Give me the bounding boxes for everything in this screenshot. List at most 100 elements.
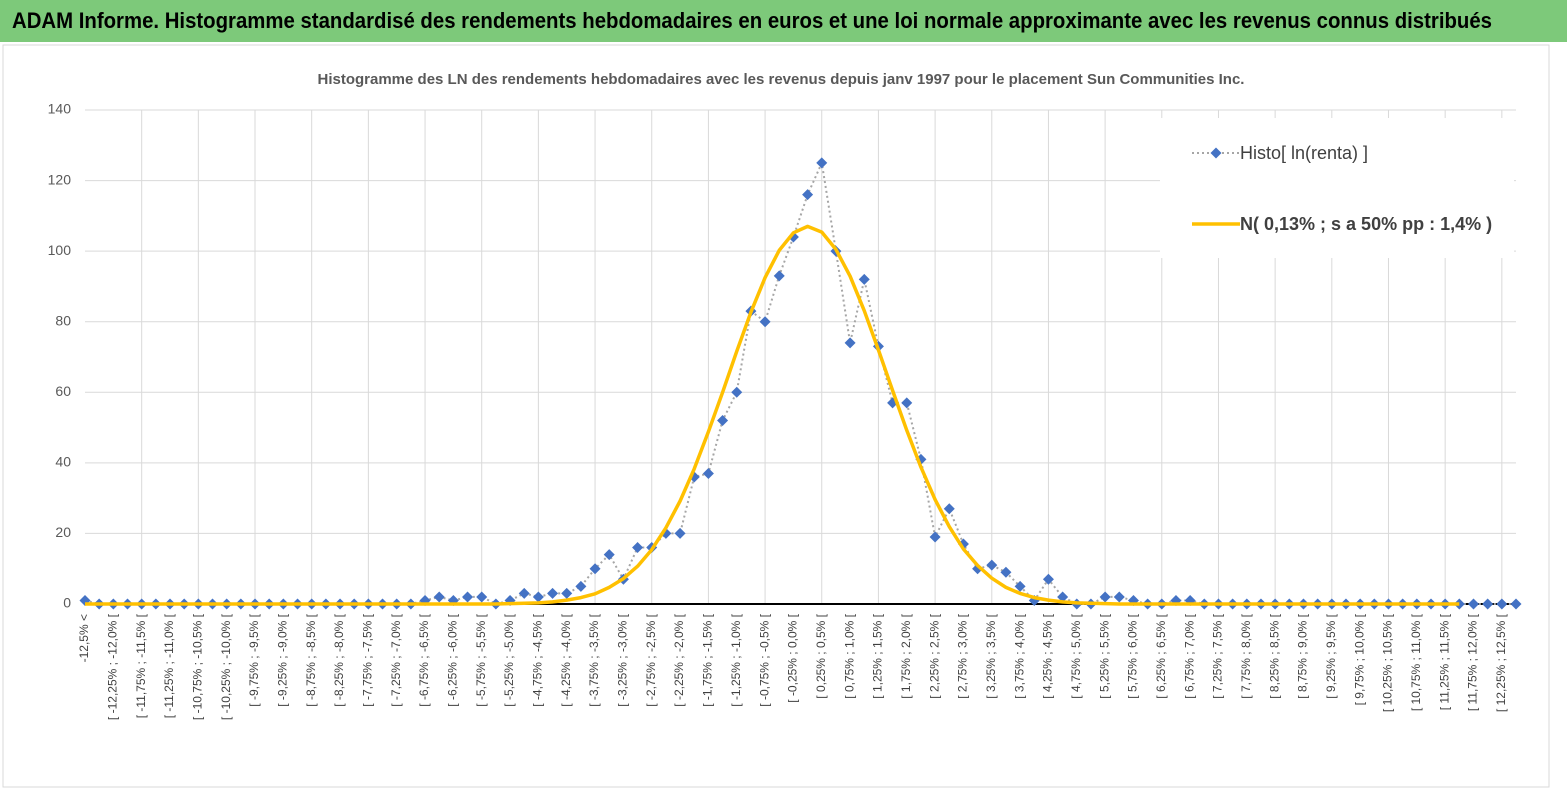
data-point bbox=[858, 273, 870, 285]
header-title: ADAM Informe. Histogramme standardisé de… bbox=[12, 8, 1492, 33]
data-point bbox=[901, 397, 913, 409]
x-tick-label: [ 11,75% ; 12,0% [ bbox=[1466, 613, 1480, 711]
x-tick-label: [ -7,25% ; -7,0% [ bbox=[389, 613, 403, 706]
x-tick-label: [ 7,25% ; 7,5% [ bbox=[1211, 613, 1225, 698]
data-point bbox=[575, 580, 587, 592]
legend-marker bbox=[1210, 147, 1222, 159]
data-point bbox=[1042, 573, 1054, 585]
x-tick-label: [ -1,75% ; -1,5% [ bbox=[701, 613, 715, 706]
data-point bbox=[759, 316, 771, 328]
x-tick-label: [ -9,75% ; -9,5% [ bbox=[247, 613, 261, 706]
x-tick-label: -12,5% < bbox=[77, 614, 91, 662]
legend-box bbox=[1160, 118, 1514, 258]
x-tick-label: [ 5,25% ; 5,5% [ bbox=[1097, 613, 1111, 698]
y-tick-label: 0 bbox=[63, 595, 71, 611]
data-point bbox=[1467, 598, 1479, 610]
data-point bbox=[518, 587, 530, 599]
x-tick-label: [ 5,75% ; 6,0% [ bbox=[1126, 613, 1140, 698]
data-point bbox=[547, 587, 559, 599]
data-point bbox=[943, 503, 955, 515]
data-point bbox=[1453, 598, 1465, 610]
data-point bbox=[674, 527, 686, 539]
x-tick-label: [ 8,25% ; 8,5% [ bbox=[1267, 613, 1281, 698]
x-tick-label: [ -7,75% ; -7,5% [ bbox=[361, 613, 375, 706]
data-point bbox=[1482, 598, 1494, 610]
data-point bbox=[1000, 566, 1012, 578]
x-tick-label: [ 0,25% ; 0,5% [ bbox=[814, 613, 828, 698]
x-tick-label: [ 8,75% ; 9,0% [ bbox=[1296, 613, 1310, 698]
x-tick-label: [ -8,75% ; -8,5% [ bbox=[304, 613, 318, 706]
x-tick-label: [ -6,25% ; -6,0% [ bbox=[446, 613, 460, 706]
x-tick-label: [ -0,25% ; 0,0% [ bbox=[786, 613, 800, 702]
x-tick-label: [ 10,75% ; 11,0% [ bbox=[1409, 613, 1423, 711]
x-tick-label: [ -9,25% ; -9,0% [ bbox=[276, 613, 290, 706]
data-point bbox=[731, 386, 743, 398]
data-point bbox=[603, 549, 615, 561]
x-tick-label: [ 6,75% ; 7,0% [ bbox=[1182, 613, 1196, 698]
x-tick-label: [ -4,25% ; -4,0% [ bbox=[559, 613, 573, 706]
y-tick-label: 120 bbox=[48, 171, 72, 187]
data-point bbox=[702, 467, 714, 479]
x-tick-label: [ 10,25% ; 10,5% [ bbox=[1381, 613, 1395, 712]
x-tick-label: [ 3,25% ; 3,5% [ bbox=[984, 613, 998, 698]
x-tick-label: [ -10,25% ; -10,0% [ bbox=[219, 613, 233, 720]
x-tick-label: [ -0,75% ; -0,5% [ bbox=[757, 613, 771, 706]
y-tick-label: 40 bbox=[55, 454, 71, 470]
y-tick-label: 60 bbox=[55, 383, 71, 399]
x-tick-label: [ -5,25% ; -5,0% [ bbox=[502, 613, 516, 706]
x-tick-label: [ 1,25% ; 1,5% [ bbox=[871, 613, 885, 698]
data-point bbox=[1014, 580, 1026, 592]
data-point bbox=[1496, 598, 1508, 610]
data-point bbox=[844, 337, 856, 349]
x-tick-label: [ -3,75% ; -3,5% [ bbox=[587, 613, 601, 706]
x-tick-label: [ 2,25% ; 2,5% [ bbox=[927, 613, 941, 698]
data-point bbox=[476, 591, 488, 603]
y-tick-label: 20 bbox=[55, 524, 71, 540]
x-tick-label: [ 11,25% ; 11,5% [ bbox=[1437, 613, 1451, 710]
x-tick-label: [ -11,75% ; -11,5% [ bbox=[134, 613, 148, 718]
series-line bbox=[85, 224, 1460, 606]
x-tick-label: [ -3,25% ; -3,0% [ bbox=[616, 613, 630, 706]
data-point bbox=[773, 270, 785, 282]
x-tick-label: [ -11,25% ; -11,0% [ bbox=[162, 613, 176, 718]
y-tick-label: 80 bbox=[55, 312, 71, 328]
data-point bbox=[433, 591, 445, 603]
header-bar bbox=[0, 0, 1567, 42]
x-tick-label: [ 0,75% ; 1,0% [ bbox=[842, 613, 856, 698]
legend-label: N( 0,13% ; s a 50% pp : 1,4% ) bbox=[1240, 214, 1492, 234]
data-point bbox=[802, 189, 814, 201]
x-tick-label: [ -10,75% ; -10,5% [ bbox=[191, 613, 205, 720]
x-tick-label: [ -12,25% ; -12,0% [ bbox=[106, 613, 120, 720]
x-tick-label: [ 12,25% ; 12,5% [ bbox=[1494, 613, 1508, 712]
data-point bbox=[561, 587, 573, 599]
data-point bbox=[816, 157, 828, 169]
x-tick-label: [ 4,25% ; 4,5% [ bbox=[1041, 613, 1055, 698]
data-point bbox=[532, 591, 544, 603]
data-point bbox=[1113, 591, 1125, 603]
y-tick-label: 140 bbox=[48, 101, 72, 117]
x-tick-label: [ -1,25% ; -1,0% [ bbox=[729, 613, 743, 706]
x-tick-label: [ -4,75% ; -4,5% [ bbox=[531, 613, 545, 706]
data-point bbox=[929, 531, 941, 543]
data-point bbox=[1099, 591, 1111, 603]
x-tick-label: [ 1,75% ; 2,0% [ bbox=[899, 613, 913, 698]
data-point bbox=[1510, 598, 1522, 610]
x-tick-label: [ -6,75% ; -6,5% [ bbox=[417, 613, 431, 706]
data-point bbox=[1057, 591, 1069, 603]
x-tick-label: [ 2,75% ; 3,0% [ bbox=[956, 613, 970, 698]
y-tick-label: 100 bbox=[48, 242, 72, 258]
data-point bbox=[717, 415, 729, 427]
x-tick-label: [ 4,75% ; 5,0% [ bbox=[1069, 613, 1083, 698]
x-tick-label: [ -2,75% ; -2,5% [ bbox=[644, 613, 658, 706]
x-tick-label: [ 3,75% ; 4,0% [ bbox=[1012, 613, 1026, 698]
x-tick-label: [ -8,25% ; -8,0% [ bbox=[332, 613, 346, 706]
chart-title: Histogramme des LN des rendements hebdom… bbox=[318, 71, 1245, 88]
x-tick-label: [ 7,75% ; 8,0% [ bbox=[1239, 613, 1253, 698]
x-tick-label: [ 9,25% ; 9,5% [ bbox=[1324, 613, 1338, 698]
x-tick-label: [ -2,25% ; -2,0% [ bbox=[672, 613, 686, 706]
legend-label: Histo[ ln(renta) ] bbox=[1240, 143, 1368, 163]
data-point bbox=[589, 563, 601, 575]
x-tick-label: [ 6,25% ; 6,5% [ bbox=[1154, 613, 1168, 698]
data-point bbox=[632, 542, 644, 554]
